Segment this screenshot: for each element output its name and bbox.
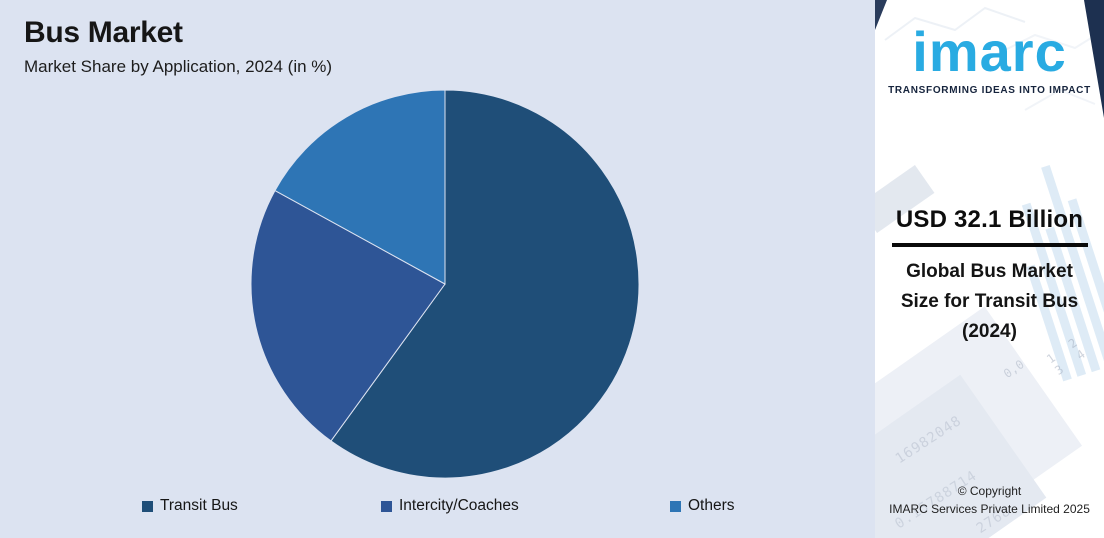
watermark-number: 16982048 (892, 412, 965, 468)
legend-label: Intercity/Coaches (399, 497, 519, 514)
market-size-label-line: Global Bus Market (906, 261, 1073, 282)
copyright-line: © Copyright (957, 484, 1022, 498)
market-size-label-line: Size for Transit Bus (900, 291, 1079, 312)
copyright-line: IMARC Services Private Limited 2025 (889, 502, 1090, 516)
legend-label: Transit Bus (160, 497, 238, 514)
legend-item-transit-bus: Transit Bus (142, 497, 238, 515)
imarc-logo-wordmark: imarc (912, 20, 1067, 83)
divider (891, 243, 1088, 247)
copyright: © Copyright IMARC Services Private Limit… (875, 482, 1104, 518)
chart-area: Bus Market Market Share by Application, … (0, 0, 875, 538)
market-size-callout: USD 32.1 Billion Global Bus Market Size … (875, 206, 1104, 347)
pie-chart (250, 89, 640, 479)
legend-label: Others (688, 497, 735, 514)
imarc-logo: imarc TRANSFORMING IDEAS INTO IMPACT (875, 20, 1104, 97)
pie-slice-transit-bus (330, 89, 640, 479)
market-size-value: USD 32.1 Billion (895, 206, 1084, 233)
chart-header: Bus Market Market Share by Application, … (24, 16, 332, 77)
legend: Transit Bus Intercity/Coaches Others (0, 497, 875, 519)
page-title: Bus Market (24, 16, 183, 49)
legend-swatch-transit-bus (142, 500, 153, 512)
legend-item-others: Others (670, 497, 735, 515)
legend-swatch-intercity-coaches (381, 500, 392, 512)
brand-panel: 0,0 1 2 3 4 16982048 0.15788714 2768 ima… (875, 0, 1104, 538)
market-size-label-line: (2024) (962, 321, 1017, 342)
legend-item-intercity-coaches: Intercity/Coaches (381, 497, 519, 515)
imarc-tagline: TRANSFORMING IDEAS INTO IMPACT (888, 85, 1091, 96)
chart-subtitle: Market Share by Application, 2024 (in %) (24, 57, 333, 76)
pie-slice-others (274, 89, 446, 285)
pie-slice-intercity-coaches (250, 189, 446, 442)
legend-swatch-others (670, 500, 681, 512)
watermark-number: 0,0 (1000, 357, 1027, 381)
